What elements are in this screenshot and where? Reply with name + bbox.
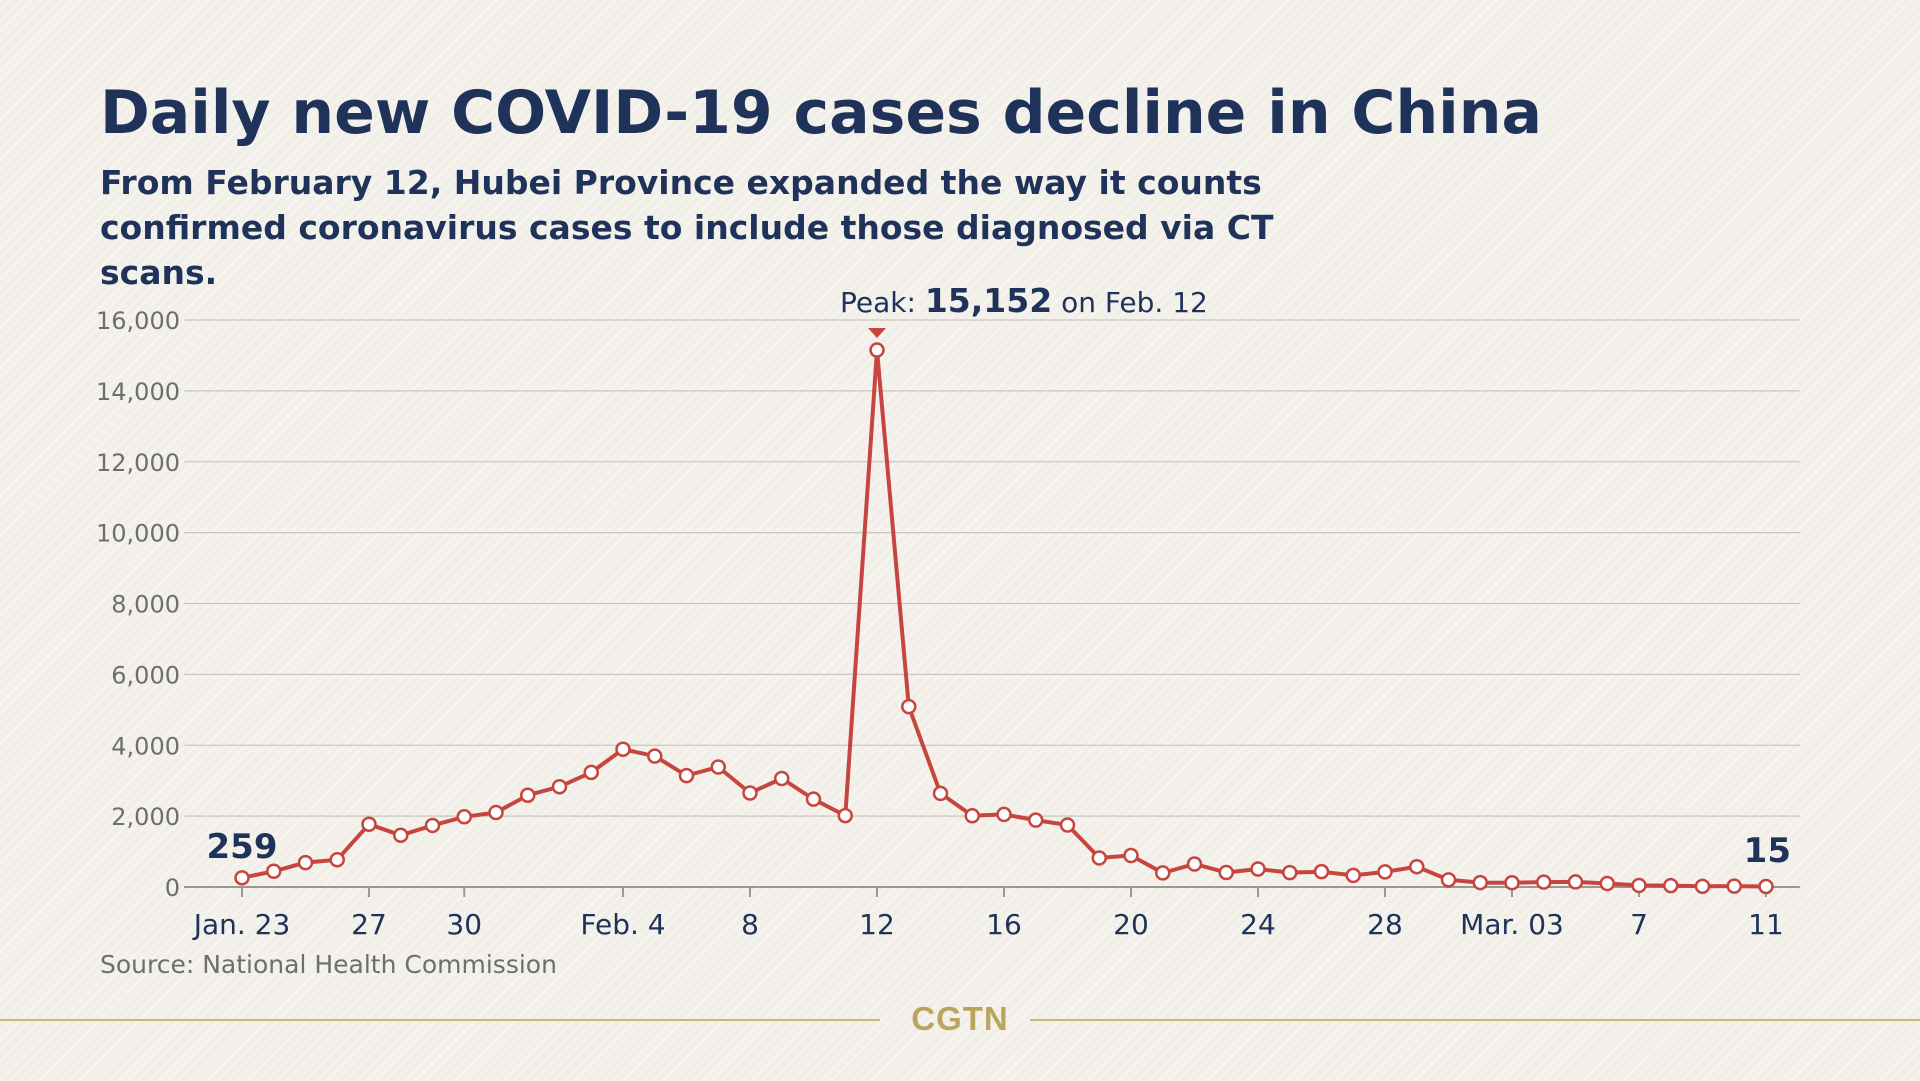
data-point [1091,850,1107,866]
data-point [424,817,441,834]
data-point [1694,878,1711,895]
x-tick-label: 11 [1748,908,1784,941]
data-point [1663,877,1679,894]
data-point [1726,878,1742,894]
data-point [964,808,980,824]
y-tick-label: 0 [165,874,180,902]
x-tick-label: 30 [446,908,482,941]
y-tick-label: 12,000 [96,449,180,477]
x-tick-label: 8 [741,908,759,941]
x-tick-label: 27 [351,908,387,941]
data-point [1504,875,1520,891]
data-point [361,816,377,832]
footer-rule-right [1030,1019,1920,1021]
x-tick-label: Mar. 03 [1460,908,1564,941]
data-point [710,759,726,775]
data-point [551,778,568,795]
data-point [1282,864,1298,881]
y-tick-label: 10,000 [96,520,180,548]
data-point [678,767,695,784]
data-point [1409,858,1425,875]
data-point [1472,874,1488,891]
data-point [1440,872,1457,888]
data-point [520,787,536,803]
data-point [583,764,599,781]
y-tick-label: 2,000 [111,803,180,831]
last-value-label: 15 [1744,831,1791,871]
data-point [266,863,282,880]
first-value-label: 259 [207,827,278,867]
data-point [774,770,790,787]
data-point [837,807,853,824]
data-point [234,870,250,886]
data-point [615,741,631,758]
data-point [297,854,314,871]
x-tick-label: 28 [1367,908,1403,941]
data-point [1313,863,1330,880]
data-point [1599,875,1615,892]
data-point [1345,867,1361,884]
data-point [1758,878,1774,895]
data-point [932,785,949,802]
data-point [1250,861,1266,877]
x-tick-label: 24 [1240,908,1276,941]
data-point [869,342,885,358]
y-tick-label: 16,000 [96,307,180,335]
data-point [1123,847,1139,864]
data-point [1567,874,1584,890]
chart-title: Daily new COVID-19 cases decline in Chin… [100,78,1542,148]
data-point [742,785,758,801]
x-tick-label: 16 [986,908,1022,941]
data-point [1536,874,1552,890]
y-tick-label: 4,000 [111,732,180,760]
data-point [647,748,663,764]
source-note: Source: National Health Commission [100,950,557,979]
series-line [241,348,1767,889]
data-point [329,851,345,868]
peak-annotation: Peak: 15,152 on Feb. 12 [840,281,1208,320]
data-point [393,827,409,844]
x-tick-label: 7 [1630,908,1648,941]
data-point [1028,812,1044,828]
peak-marker-icon [868,328,886,339]
data-point [1631,877,1647,894]
cgtn-logo: CGTN [911,1000,1009,1037]
x-tick-label: Feb. 4 [580,908,665,941]
data-point [901,698,917,715]
data-point [1186,856,1203,872]
y-tick-label: 14,000 [96,378,180,406]
y-tick-label: 8,000 [111,591,180,619]
chart-subtitle: From February 12, Hubei Province expande… [100,163,1274,292]
y-tick-label: 6,000 [111,661,180,689]
data-point [1155,865,1171,881]
data-point [488,804,504,821]
x-tick-label: 12 [859,908,895,941]
data-point [1059,817,1076,833]
data-point [805,791,822,807]
data-point [996,806,1012,823]
x-tick-label: 20 [1113,908,1149,941]
x-tick-label: Jan. 23 [192,908,291,941]
footer-rule-left [0,1019,880,1021]
data-point [456,809,472,825]
data-point [1377,864,1393,880]
data-point [1218,864,1234,881]
